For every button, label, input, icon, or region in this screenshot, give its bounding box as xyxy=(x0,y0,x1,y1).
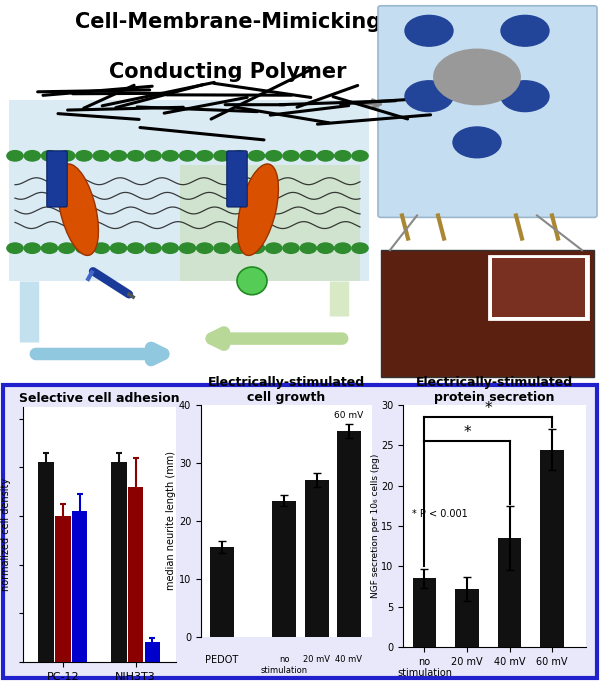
Bar xyxy=(145,642,160,662)
Circle shape xyxy=(41,151,58,161)
FancyBboxPatch shape xyxy=(9,100,369,281)
Ellipse shape xyxy=(237,267,267,295)
Circle shape xyxy=(214,243,230,253)
Circle shape xyxy=(162,151,178,161)
Circle shape xyxy=(93,151,109,161)
Bar xyxy=(111,462,127,662)
Circle shape xyxy=(76,151,92,161)
Title: Electrically-stimulated
protein secretion: Electrically-stimulated protein secretio… xyxy=(416,376,573,404)
FancyBboxPatch shape xyxy=(3,385,597,678)
Circle shape xyxy=(317,151,334,161)
Circle shape xyxy=(128,151,144,161)
Text: *: * xyxy=(485,400,492,415)
Title: Electrically-stimulated
cell growth: Electrically-stimulated cell growth xyxy=(208,376,365,404)
Circle shape xyxy=(76,243,92,253)
Bar xyxy=(455,589,479,647)
Circle shape xyxy=(7,243,23,253)
Text: 60 mV: 60 mV xyxy=(334,411,364,419)
Circle shape xyxy=(266,151,282,161)
Circle shape xyxy=(7,151,23,161)
Text: *: * xyxy=(463,425,471,440)
Circle shape xyxy=(128,243,144,253)
Circle shape xyxy=(145,243,161,253)
Circle shape xyxy=(434,49,520,105)
Bar xyxy=(498,538,521,647)
Circle shape xyxy=(110,243,127,253)
Circle shape xyxy=(179,243,196,253)
Text: Conducting Polymer: Conducting Polymer xyxy=(109,61,347,82)
Bar xyxy=(38,462,54,662)
Bar xyxy=(72,511,88,662)
Circle shape xyxy=(248,243,265,253)
Circle shape xyxy=(162,243,178,253)
Bar xyxy=(492,258,585,317)
Circle shape xyxy=(197,151,213,161)
Bar xyxy=(413,578,436,647)
Bar xyxy=(541,449,564,647)
Circle shape xyxy=(283,243,299,253)
FancyBboxPatch shape xyxy=(378,5,597,217)
Y-axis label: NGF secretion per 10₆ cells (pg): NGF secretion per 10₆ cells (pg) xyxy=(371,454,380,599)
Bar xyxy=(272,501,296,637)
Bar xyxy=(305,481,329,637)
Text: * P < 0.001: * P < 0.001 xyxy=(412,509,468,519)
Circle shape xyxy=(231,151,247,161)
Circle shape xyxy=(179,151,196,161)
FancyBboxPatch shape xyxy=(47,151,67,207)
Text: 20 mV: 20 mV xyxy=(303,655,330,664)
Circle shape xyxy=(266,243,282,253)
Circle shape xyxy=(248,151,265,161)
Y-axis label: median neurite length (mm): median neurite length (mm) xyxy=(166,452,176,590)
FancyBboxPatch shape xyxy=(381,250,594,377)
FancyBboxPatch shape xyxy=(180,165,360,281)
Bar xyxy=(55,516,71,662)
Title: Selective cell adhesion: Selective cell adhesion xyxy=(19,392,179,405)
Circle shape xyxy=(300,151,316,161)
Circle shape xyxy=(145,151,161,161)
Y-axis label: normalized cell density: normalized cell density xyxy=(1,477,11,591)
Circle shape xyxy=(335,243,351,253)
Circle shape xyxy=(405,81,453,112)
Circle shape xyxy=(41,243,58,253)
Circle shape xyxy=(110,151,127,161)
Circle shape xyxy=(300,243,316,253)
Circle shape xyxy=(501,81,549,112)
Circle shape xyxy=(197,243,213,253)
Circle shape xyxy=(317,243,334,253)
Bar xyxy=(337,431,361,637)
Ellipse shape xyxy=(58,164,98,255)
Circle shape xyxy=(405,16,453,46)
Circle shape xyxy=(93,243,109,253)
Text: PEDOT: PEDOT xyxy=(205,655,238,665)
FancyBboxPatch shape xyxy=(227,151,247,207)
Circle shape xyxy=(24,151,40,161)
Text: Cell-Membrane-Mimicking: Cell-Membrane-Mimicking xyxy=(75,12,381,31)
Circle shape xyxy=(501,16,549,46)
Circle shape xyxy=(59,151,75,161)
Text: no
stimulation: no stimulation xyxy=(260,655,308,675)
Circle shape xyxy=(231,243,247,253)
Bar xyxy=(128,487,143,662)
Ellipse shape xyxy=(238,164,278,255)
Circle shape xyxy=(24,243,40,253)
Circle shape xyxy=(335,151,351,161)
Circle shape xyxy=(352,243,368,253)
Text: 40 mV: 40 mV xyxy=(335,655,362,664)
Bar xyxy=(210,547,234,637)
Circle shape xyxy=(453,127,501,158)
Bar xyxy=(489,256,588,319)
Circle shape xyxy=(59,243,75,253)
Circle shape xyxy=(283,151,299,161)
Circle shape xyxy=(352,151,368,161)
Circle shape xyxy=(214,151,230,161)
